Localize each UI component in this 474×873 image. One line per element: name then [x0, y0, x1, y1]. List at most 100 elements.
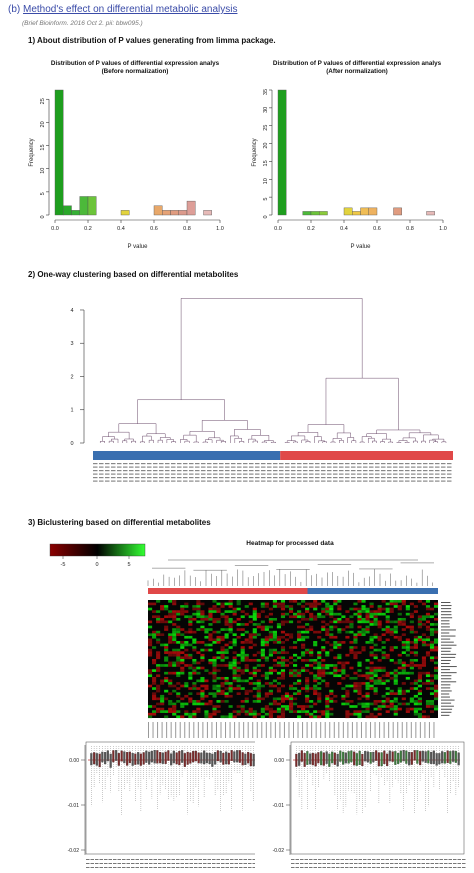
heatmap-cell: [385, 656, 390, 660]
box1-label-tick: [171, 863, 175, 864]
box1-label-tick: [180, 859, 184, 860]
sample-label-tick: [357, 477, 362, 479]
header-title-link[interactable]: Method's effect on differential metaboli…: [23, 4, 238, 15]
heatmap-cell: [172, 661, 177, 665]
heatmap-cell: [256, 682, 261, 685]
heatmap-cell: [389, 702, 394, 706]
heatmap-cell: [365, 617, 370, 621]
box2-label-tick: [453, 863, 457, 864]
heatmap-cell: [361, 628, 366, 631]
heatmap-cell: [337, 620, 342, 624]
heatmap-cell: [284, 692, 290, 696]
heatmap-cell: [156, 689, 161, 693]
heatmap-cell: [325, 653, 330, 657]
heatmap-cell: [192, 646, 197, 649]
box1-box: [230, 750, 233, 761]
sample-label-tick: [207, 473, 212, 475]
sample-label-tick: [243, 473, 248, 475]
sample-label-tick: [291, 480, 296, 482]
heatmap-row-label-tick: [441, 611, 452, 613]
heatmap-cell: [373, 692, 378, 696]
heatmap-cell: [280, 707, 286, 711]
heatmap-cell: [168, 682, 173, 685]
heatmap-cell: [361, 646, 366, 649]
heatmap-cell: [433, 612, 439, 616]
heatmap-cell: [333, 620, 338, 624]
box2-box: [361, 753, 364, 767]
box2-box: [397, 752, 400, 764]
box2-y-tick-label: -0.02: [273, 848, 285, 854]
sample-label-tick: [99, 470, 104, 472]
heatmap-cell: [220, 628, 225, 631]
heatmap-cell: [228, 628, 233, 631]
sample-label-tick: [435, 473, 440, 475]
sample-label-tick: [213, 473, 218, 475]
heatmap-cell: [305, 607, 310, 611]
sample-label-tick: [339, 477, 344, 479]
heatmap-cell: [216, 617, 221, 621]
dendro-link: [361, 436, 372, 442]
sample-label-tick: [435, 470, 440, 472]
heatmap-cell: [297, 692, 302, 696]
heatmap-cell: [329, 615, 334, 619]
heatmap-cell: [280, 684, 286, 688]
heatmap-cell: [176, 661, 181, 665]
heatmap-cell: [232, 679, 237, 683]
heatmap-cell: [321, 610, 326, 613]
box2-label-tick: [313, 867, 317, 868]
box1-label-tick: [221, 863, 225, 864]
heatmap-cell: [305, 602, 310, 606]
heatmap-cell: [220, 700, 225, 703]
heatmap-cell: [208, 702, 213, 706]
heatmap-col-label-tick: [166, 722, 168, 738]
sample-label-tick: [267, 466, 272, 468]
heatmap-cell: [345, 674, 350, 678]
dendro-link: [239, 441, 245, 443]
box2-label-tick: [439, 867, 443, 868]
heatmap-cell: [413, 679, 418, 683]
heatmap-cell: [276, 715, 282, 719]
heatmap-cell: [196, 679, 201, 683]
heatmap-cell: [224, 615, 229, 619]
heatmap-cell: [401, 617, 406, 621]
heatmap-cell: [228, 666, 233, 670]
heatmap-cell: [397, 605, 402, 608]
sample-label-tick: [93, 477, 98, 479]
heatmap-cell: [417, 674, 422, 678]
heatmap-cell: [369, 641, 374, 644]
box2-box: [452, 750, 455, 762]
heatmap-cell: [309, 664, 314, 667]
heatmap-cell: [321, 607, 326, 611]
heatmap-cell: [409, 602, 414, 606]
heatmap-cell: [425, 651, 431, 654]
heatmap-cell: [256, 692, 261, 696]
heatmap-row-label-tick: [441, 614, 452, 616]
heatmap-cell: [325, 705, 330, 708]
hist2-bar: [343, 207, 353, 216]
heatmap-row-label-tick: [441, 602, 451, 603]
heatmap-cell: [317, 635, 322, 639]
heatmap-cell: [421, 661, 427, 665]
heatmap-cell: [228, 712, 233, 716]
heatmap-cell: [401, 641, 406, 644]
heatmap-cell: [353, 638, 358, 642]
heatmap-cell: [381, 653, 386, 657]
heatmap-cell: [389, 633, 394, 637]
box1-label-tick: [252, 859, 255, 860]
heatmap-cell: [381, 674, 386, 678]
heatmap-col-label-tick: [279, 722, 281, 738]
heatmap-cell: [196, 687, 201, 690]
sample-label-tick: [243, 477, 248, 479]
heatmap-cell: [385, 628, 390, 631]
heatmap-cell: [200, 659, 205, 662]
sample-label-tick: [153, 480, 158, 482]
heatmap-cell: [160, 607, 165, 611]
heatmap-cell: [393, 602, 398, 606]
box2-box: [303, 753, 306, 767]
dendro-link: [380, 441, 385, 443]
heatmap-cell: [232, 666, 237, 670]
heatmap-cell: [200, 656, 205, 660]
box2-label-tick: [300, 867, 304, 868]
heatmap-cell: [284, 694, 290, 698]
heatmap-cell: [413, 646, 418, 649]
